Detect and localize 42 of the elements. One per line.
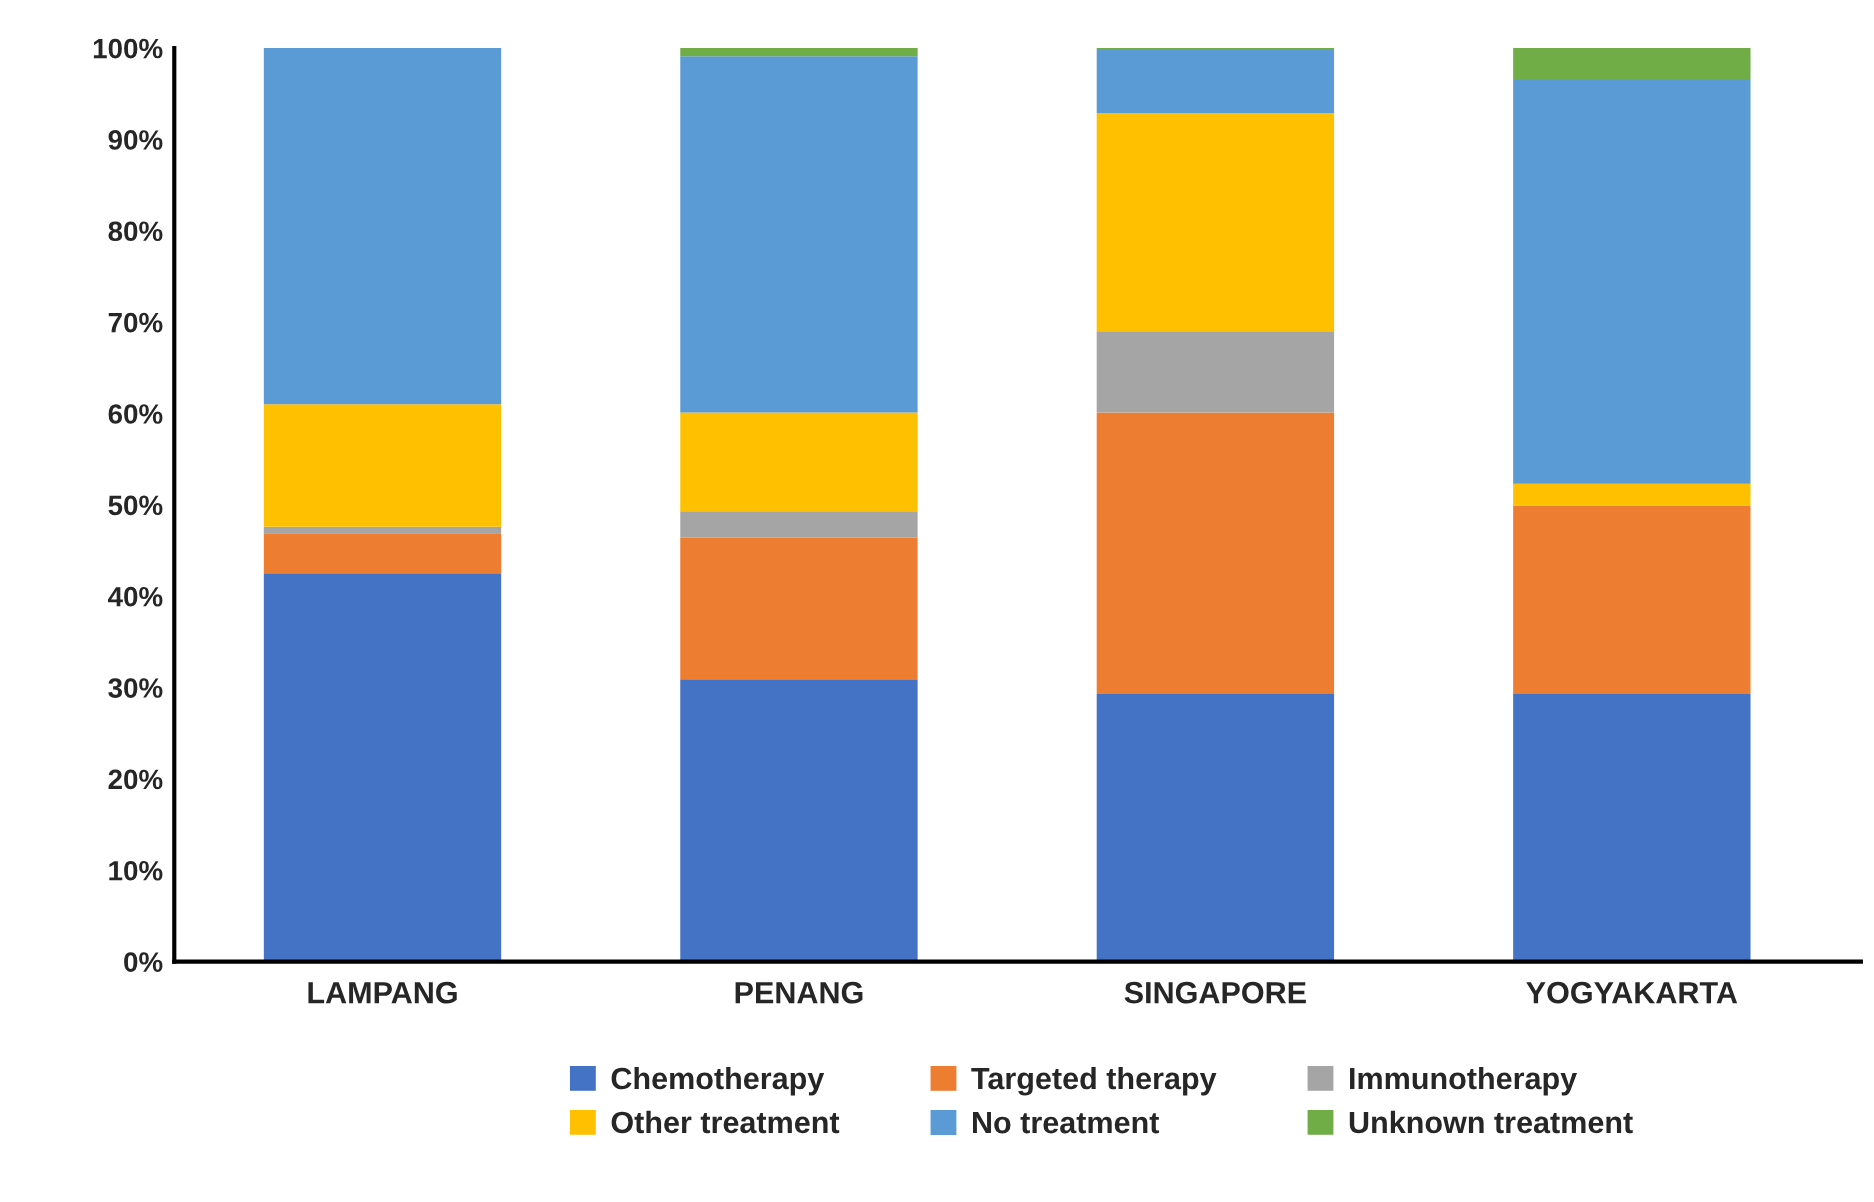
- bar: [263, 526, 502, 534]
- bar: [680, 48, 918, 57]
- bar: [1096, 412, 1335, 694]
- y-tick-label: 80%: [108, 221, 163, 242]
- bar: [1096, 331, 1335, 413]
- y-tick-label: 50%: [108, 495, 163, 516]
- y-tick-label: 30%: [108, 678, 163, 698]
- bar: [680, 511, 918, 538]
- bar: [1096, 49, 1335, 113]
- bar: [1513, 693, 1751, 962]
- y-tick-label: 10%: [109, 860, 163, 881]
- legend-label: Targeted therapy: [971, 1066, 1217, 1096]
- legend-label: Chemotherapy: [611, 1066, 825, 1096]
- bar: [263, 573, 502, 962]
- bar: [1096, 112, 1335, 332]
- bar: [1513, 48, 1751, 81]
- x-tick-label: YOGYAKARTA: [1526, 981, 1738, 1004]
- bar: [263, 48, 502, 405]
- bar: [680, 679, 918, 962]
- bar: [263, 404, 502, 527]
- y-tick-label: 0%: [124, 952, 163, 972]
- bar: [1096, 693, 1335, 962]
- y-tick-label: 90%: [108, 130, 163, 150]
- bar: [680, 56, 918, 413]
- y-tick-label: 60%: [108, 404, 163, 424]
- bar: [680, 537, 918, 680]
- legend-label: Unknown treatment: [1349, 1110, 1633, 1134]
- bar: [1513, 505, 1751, 694]
- legend-label: Other treatment: [611, 1110, 840, 1134]
- x-tick-label: LAMPANG: [308, 981, 457, 1004]
- legend-label: No treatment: [973, 1112, 1160, 1134]
- y-tick-label: 100%: [93, 38, 163, 59]
- y-tick-label: 40%: [108, 586, 163, 607]
- bar: [1513, 80, 1751, 484]
- bar: [1513, 483, 1751, 506]
- y-tick-label: 20%: [108, 769, 163, 790]
- bar: [263, 533, 502, 574]
- y-tick-label: 70%: [108, 312, 163, 333]
- bar: [680, 412, 918, 512]
- x-tick-label: PENANG: [735, 981, 863, 1004]
- x-tick-label: SINGAPORE: [1124, 981, 1306, 1004]
- legend-label: Immunotherapy: [1350, 1066, 1578, 1096]
